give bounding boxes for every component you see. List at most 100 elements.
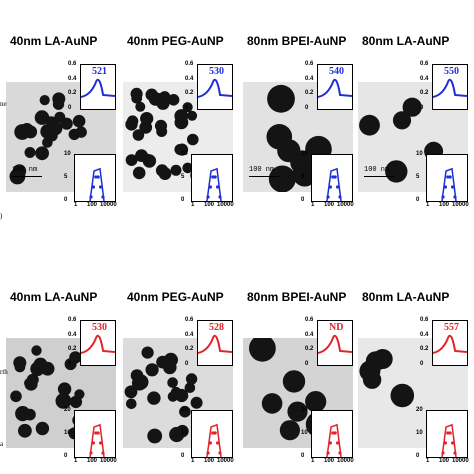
dls-y-tick-label: 0 [416, 197, 420, 203]
distribution-point [443, 441, 447, 445]
nanoparticle [290, 150, 315, 175]
uv-tick-label: 0.4 [185, 75, 194, 82]
dls-x-tick-label: 10000 [100, 202, 117, 208]
uv-vis-inset [432, 320, 468, 366]
dls-x-tick-label: 1 [426, 202, 430, 208]
uv-tick-label: 0.2 [420, 90, 429, 97]
nanoparticle [34, 110, 50, 125]
uv-tick-label: 0 [185, 361, 189, 367]
panel-title: 40nm PEG-AuNP [127, 34, 224, 48]
distribution-point [101, 195, 105, 199]
dls-x-tick-label: 100 [324, 458, 335, 464]
nanoparticle [126, 398, 137, 410]
uv-tick-label: 0.6 [305, 61, 314, 67]
absorbance-curve [317, 78, 353, 98]
dls-x-tick-label: 100 [324, 202, 335, 208]
distribution-point [211, 175, 215, 179]
dls-inset [426, 410, 468, 458]
dls-x-tick-label: 100 [204, 458, 215, 464]
nanoparticle [145, 363, 159, 377]
dls-y-tick-label: 0 [416, 453, 420, 459]
dls-x-tick-label: 10000 [452, 202, 469, 208]
nanoparticle [185, 373, 198, 385]
distribution-point [336, 185, 340, 189]
distribution-point [441, 451, 445, 455]
panel-title: 80nm LA-AuNP [362, 34, 450, 48]
peak-wavelength: 528 [209, 322, 224, 333]
nanoparticle [182, 162, 193, 174]
nanoparticle [135, 149, 148, 162]
dls-y-tick-label: 5 [301, 174, 305, 180]
dls-x-tick-label: 1 [74, 202, 78, 208]
dls-x-tick-label: 10000 [217, 458, 234, 464]
dls-y-tick-label: 0 [181, 453, 185, 459]
absorbance-curve [197, 78, 233, 98]
nanoparticle [163, 360, 177, 375]
nanoparticle [261, 393, 283, 414]
dls-x-tick-label: 1 [426, 458, 430, 464]
dls-y-tick-label: 0 [301, 453, 305, 459]
dls-x-tick-label: 10000 [337, 202, 354, 208]
distribution-point [91, 441, 95, 445]
distribution-point [213, 431, 217, 435]
dls-x-tick-label: 100 [439, 458, 450, 464]
peak-wavelength: 550 [444, 66, 459, 77]
nanoparticle [125, 154, 138, 166]
nanoparticle [141, 346, 154, 359]
distribution-point [443, 185, 447, 189]
side-label: a [0, 440, 4, 448]
dls-x-tick-label: 10000 [337, 458, 354, 464]
nanoparticle [385, 160, 408, 183]
nanoparticle [158, 167, 172, 180]
nanoparticle [15, 406, 31, 422]
dls-y-tick-label: 20 [416, 407, 423, 413]
nanoparticle [57, 382, 72, 396]
panel-title: 80nm LA-AuNP [362, 290, 450, 304]
nanoparticle [140, 112, 154, 126]
nanoparticle [24, 147, 36, 158]
uv-vis-inset [197, 64, 233, 110]
dls-x-tick-label: 10000 [452, 458, 469, 464]
distribution-point [206, 195, 210, 199]
distribution-point [216, 441, 220, 445]
dls-y-tick-label: 0 [301, 197, 305, 203]
nanoparticle [125, 118, 138, 131]
distribution-point [448, 175, 452, 179]
scale-bar-label: 100 nm [249, 166, 275, 174]
distribution-point [333, 431, 337, 435]
uv-tick-label: 0.2 [68, 346, 77, 353]
dls-y-tick-label: 20 [64, 407, 71, 413]
distribution-point [211, 431, 215, 435]
dls-x-tick-label: 100 [87, 202, 98, 208]
distribution-point [218, 451, 222, 455]
nanoparticle [282, 370, 306, 393]
dls-y-tick-label: 10 [301, 430, 308, 436]
distribution-point [446, 431, 450, 435]
distribution-point [336, 441, 340, 445]
absorbance-curve [317, 334, 353, 354]
uv-vis-inset [317, 320, 353, 366]
distribution-point [338, 195, 342, 199]
nanoparticle [167, 377, 178, 388]
uv-tick-label: 0 [420, 361, 424, 367]
dls-y-tick-label: 10 [416, 151, 423, 157]
distribution-point [453, 451, 457, 455]
distribution-point [441, 195, 445, 199]
uv-tick-label: 0.6 [185, 317, 194, 323]
distribution-point [101, 451, 105, 455]
side-label: ) [0, 212, 3, 220]
nanoparticle [55, 393, 72, 409]
scale-bar-label: 100 nm [12, 166, 38, 174]
distribution-point [453, 195, 457, 199]
uv-tick-label: 0.4 [420, 75, 429, 82]
uv-tick-label: 0.4 [68, 75, 77, 82]
nanoparticle [132, 129, 145, 141]
dls-inset [311, 154, 353, 202]
dls-y-tick-label: 0 [64, 453, 68, 459]
nanoparticle [135, 101, 146, 112]
distribution-point [91, 185, 95, 189]
distribution-point [94, 431, 98, 435]
distribution-point [451, 441, 455, 445]
distribution-point [331, 431, 335, 435]
dls-inset [311, 410, 353, 458]
